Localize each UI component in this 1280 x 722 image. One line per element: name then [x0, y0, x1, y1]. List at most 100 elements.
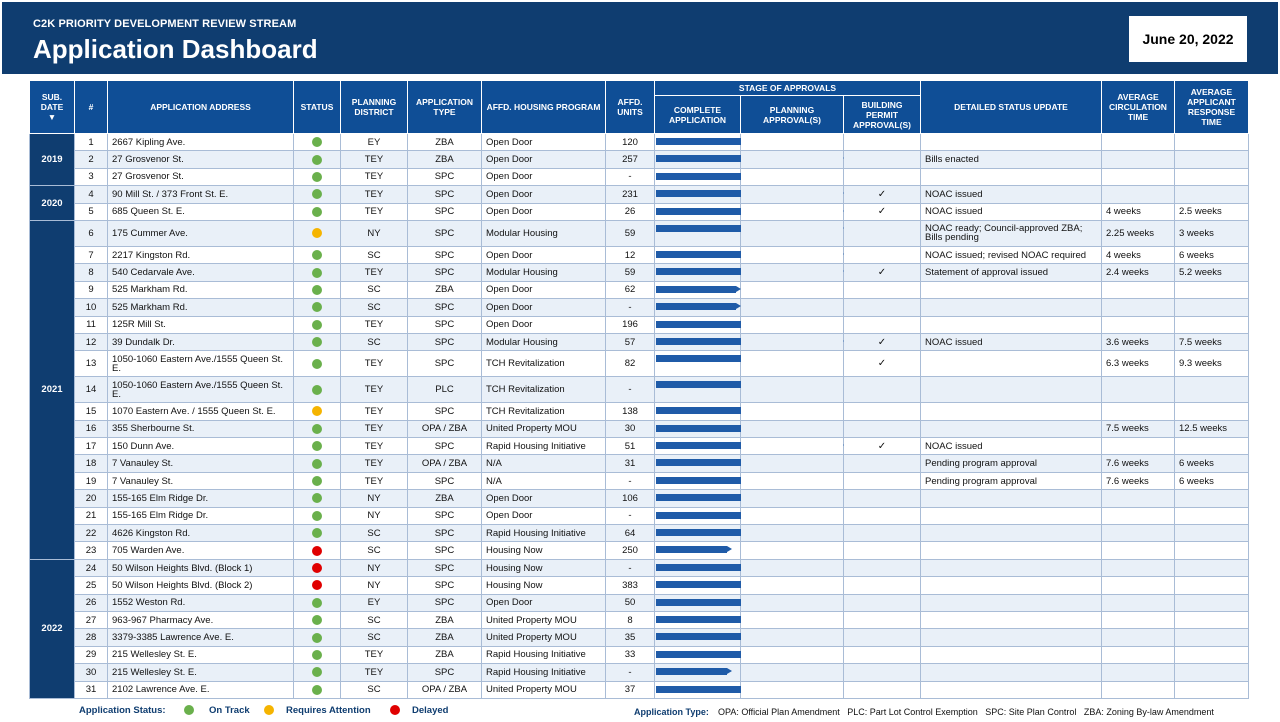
circulation-time-cell — [1101, 150, 1175, 169]
green-status-dot-icon — [312, 597, 322, 608]
status-update-cell — [920, 663, 1102, 682]
green-status-dot-icon — [312, 171, 322, 182]
row-number: 30 — [74, 663, 108, 682]
table-row[interactable]: 20 155-165 Elm Ridge Dr. NY ZBA Open Door 106 — [30, 489, 1249, 508]
response-time-cell — [1174, 524, 1249, 543]
units-cell: 57 — [605, 332, 655, 352]
green-status-dot-icon — [312, 476, 322, 487]
circulation-time-cell — [1101, 315, 1175, 334]
header-kicker: C2K PRIORITY DEVELOPMENT REVIEW STREAM — [33, 18, 297, 30]
status-update-cell — [920, 610, 1102, 630]
stage-complete-cell — [654, 132, 757, 152]
row-number: 8 — [74, 263, 108, 282]
stage-planning-cell — [740, 350, 844, 378]
type-cell: SPC — [407, 332, 482, 352]
table-row[interactable]: 19 7 Vanauley St. TEY SPC N/A - Pending progra… — [30, 471, 1249, 491]
table-row[interactable]: 2020 4 90 Mill St. / 373 Front St. E. TEY SP… — [29, 185, 1249, 221]
status-cell — [293, 402, 341, 421]
units-cell: 30 — [605, 419, 655, 439]
district-cell: TEY — [340, 315, 408, 334]
units-cell: - — [605, 663, 655, 682]
table-row[interactable]: 8 540 Cedarvale Ave. TEY SPC Modular Housing… — [30, 263, 1249, 282]
row-number: 16 — [74, 419, 108, 439]
green-status-dot-icon — [312, 441, 322, 452]
status-update-cell — [920, 132, 1102, 152]
table-row[interactable]: 16 355 Sherbourne St. TEY OPA / ZBA United P… — [30, 419, 1249, 439]
type-cell: SPC — [407, 245, 482, 265]
units-cell: - — [605, 471, 655, 491]
response-time-cell: 6 weeks — [1174, 471, 1249, 491]
units-cell: 59 — [605, 219, 655, 247]
stage-planning-cell — [740, 489, 844, 508]
stage-building-cell — [843, 219, 921, 247]
table-row[interactable]: 21 155-165 Elm Ridge Dr. NY SPC Open Door - — [30, 506, 1249, 526]
table-row[interactable]: 31 2102 Lawrence Ave. E. SC OPA / ZBA United… — [30, 680, 1249, 699]
stage-planning-cell — [740, 680, 844, 699]
district-cell: TEY — [340, 263, 408, 282]
row-number: 9 — [74, 280, 108, 300]
circulation-time-cell — [1101, 524, 1175, 543]
table-row[interactable]: 18 7 Vanauley St. TEY OPA / ZBA N/A 31 Pending… — [30, 454, 1249, 473]
sort-down-icon[interactable]: ▼ — [47, 112, 57, 122]
response-time-cell: 5.2 weeks — [1174, 263, 1249, 282]
table-row[interactable]: 10 525 Markham Rd. SC SPC Open Door - — [30, 298, 1249, 317]
green-status-dot-icon — [312, 189, 322, 200]
table-row[interactable]: 2022 24 50 Wilson Heights Blvd. (Block 1) N… — [29, 558, 1249, 699]
stage-building-cell — [843, 454, 921, 473]
col-type: APPLICATION TYPE — [407, 80, 482, 134]
stage-planning-cell — [740, 332, 844, 352]
status-cell — [293, 593, 341, 612]
table-row[interactable]: 26 1552 Weston Rd. EY SPC Open Door 50 — [30, 593, 1249, 612]
table-row[interactable]: 2019 1 2667 Kipling Ave. EY ZBA Open Door 120 — [29, 132, 1249, 187]
table-row[interactable]: 30 215 Wellesley St. E. TEY SPC Rapid Housin… — [30, 663, 1249, 682]
table-row[interactable]: 28 3379-3385 Lawrence Ave. E. SC ZBA United … — [30, 628, 1249, 647]
table-row[interactable]: 27 963-967 Pharmacy Ave. SC ZBA United Prope… — [30, 610, 1249, 630]
table-row[interactable]: 7 2217 Kingston Rd. SC SPC Open Door 12 NOAC i… — [30, 245, 1249, 265]
circulation-time-cell: 4 weeks — [1101, 245, 1175, 265]
table-row[interactable]: 12 39 Dundalk Dr. SC SPC Modular Housing 57 ✓ N… — [30, 332, 1249, 352]
type-cell: ZBA — [407, 132, 482, 152]
table-row[interactable]: 22 4626 Kingston Rd. SC SPC Rapid Housing In… — [30, 524, 1249, 543]
type-cell: SPC — [407, 593, 482, 612]
red-dot-icon — [390, 705, 400, 715]
address-cell: 215 Wellesley St. E. — [107, 663, 294, 682]
units-cell: 51 — [605, 437, 655, 456]
row-number: 26 — [74, 593, 108, 612]
table-row[interactable]: 3 27 Grosvenor St. TEY SPC Open Door - — [30, 167, 1249, 187]
program-cell: Modular Housing — [481, 332, 606, 352]
table-row[interactable]: 15 1070 Eastern Ave. / 1555 Queen St. E. T… — [30, 402, 1249, 421]
row-number: 2 — [74, 150, 108, 169]
stage-building-cell: ✓ — [843, 437, 921, 456]
stage-building-cell: ✓ — [843, 202, 921, 221]
table-row[interactable]: 13 1050-1060 Eastern Ave./1555 Queen St. … — [30, 350, 1249, 378]
status-update-cell — [920, 167, 1102, 187]
table-row[interactable]: 2 27 Grosvenor St. TEY ZBA Open Door 257 Bills… — [30, 150, 1249, 169]
status-cell — [293, 680, 341, 699]
row-number: 11 — [74, 315, 108, 334]
table-row[interactable]: 29 215 Wellesley St. E. TEY ZBA Rapid Housin… — [30, 645, 1249, 665]
district-cell: TEY — [340, 202, 408, 221]
units-cell: 64 — [605, 524, 655, 543]
table-row[interactable]: 2021 6 175 Cummer Ave. NY SPC Modular Housing… — [29, 219, 1249, 560]
address-cell: 1050-1060 Eastern Ave./1555 Queen St. E. — [107, 376, 294, 404]
table-row[interactable]: 23 705 Warden Ave. SC SPC Housing Now 250 — [30, 541, 1249, 560]
status-cell — [293, 263, 341, 282]
green-status-dot-icon — [312, 632, 322, 643]
table-row[interactable]: 11 125R Mill St. TEY SPC Open Door 196 — [30, 315, 1249, 334]
table-row[interactable]: 9 525 Markham Rd. SC ZBA Open Door 62 — [30, 280, 1249, 300]
district-cell: EY — [340, 132, 408, 152]
stage-complete-cell — [654, 663, 741, 682]
table-row[interactable]: 5 685 Queen St. E. TEY SPC Open Door 26 ✓ NOAC … — [30, 202, 1249, 221]
stage-planning-cell — [740, 593, 844, 612]
circulation-time-cell — [1101, 376, 1175, 404]
table-row[interactable]: 17 150 Dunn Ave. TEY SPC Rapid Housing Initi… — [30, 437, 1249, 456]
green-status-dot-icon — [312, 615, 322, 626]
table-row[interactable]: 14 1050-1060 Eastern Ave./1555 Queen St. … — [30, 376, 1249, 404]
stage-complete-cell — [654, 376, 772, 404]
col-sub-date[interactable]: SUB. DATE ▼ — [29, 80, 75, 134]
stage-building-cell — [843, 576, 921, 595]
address-cell: 1552 Weston Rd. — [107, 593, 294, 612]
table-row[interactable]: 25 50 Wilson Heights Blvd. (Block 2) NY SPC… — [30, 576, 1249, 595]
response-time-cell — [1174, 402, 1249, 421]
district-cell: SC — [340, 541, 408, 560]
